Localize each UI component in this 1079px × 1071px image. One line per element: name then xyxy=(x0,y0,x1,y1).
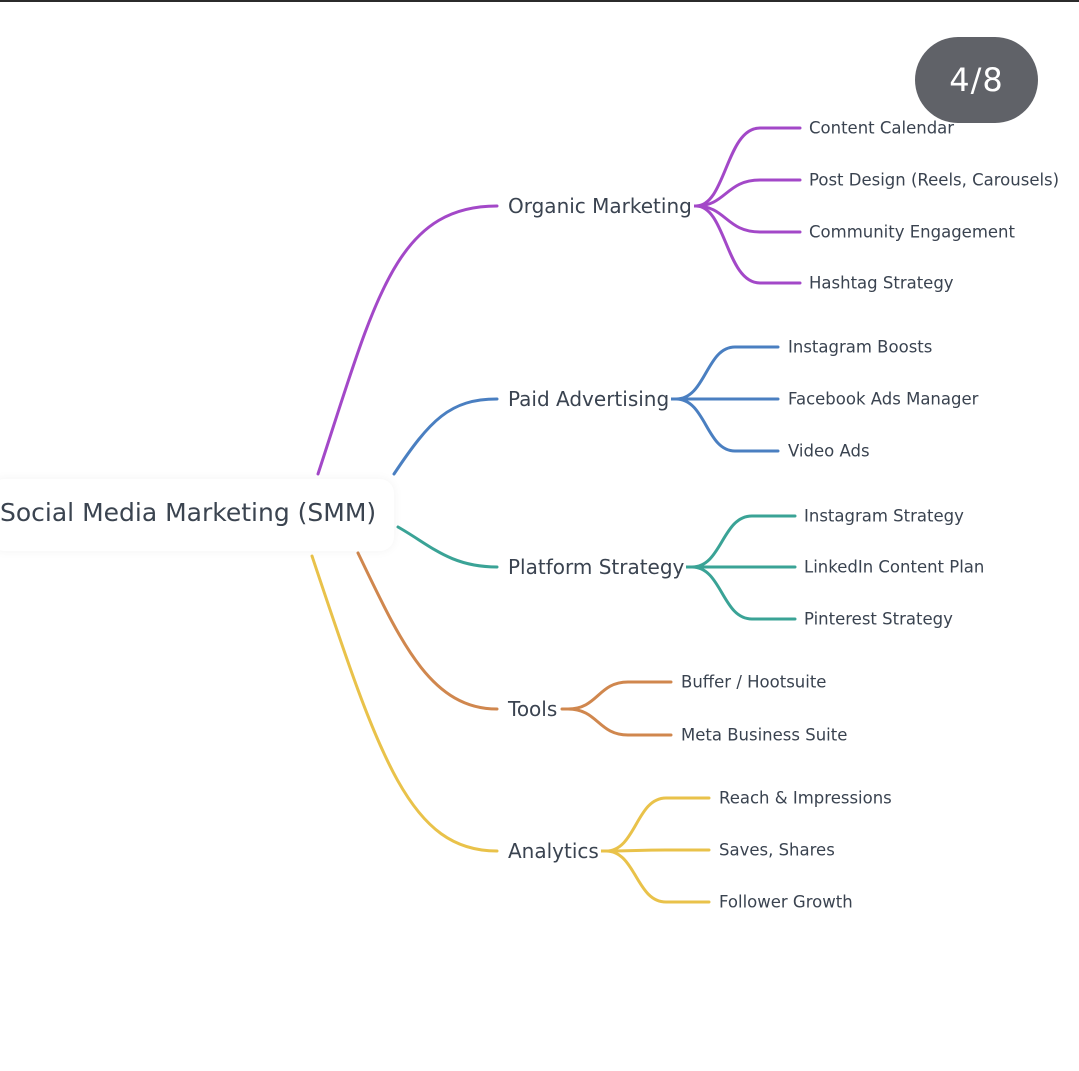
connector-tools-leaf-2 xyxy=(566,707,673,737)
connector-root-to-organic-marketing xyxy=(316,204,499,476)
connector-analytics-leaf-1 xyxy=(604,796,711,853)
branch-platform-strategy[interactable]: Platform Strategy xyxy=(506,555,687,579)
page-indicator-badge: 4/8 xyxy=(915,37,1038,123)
root-node-label: Social Media Marketing (SMM) xyxy=(0,498,377,527)
leaf-meta-business-suite[interactable]: Meta Business Suite xyxy=(681,725,848,745)
leaf-content-calendar[interactable]: Content Calendar xyxy=(809,118,955,138)
root-node[interactable] xyxy=(0,479,394,551)
leaf-buffer-hootsuite[interactable]: Buffer / Hootsuite xyxy=(681,672,827,692)
connector-paid-advertising-leaf-1 xyxy=(674,345,780,401)
connector-organic-marketing-leaf-1 xyxy=(694,126,802,208)
top-border xyxy=(0,0,1079,2)
leaf-facebook-ads-manager[interactable]: Facebook Ads Manager xyxy=(788,389,979,409)
leaf-video-ads[interactable]: Video Ads xyxy=(788,441,870,461)
connector-organic-marketing-leaf-4 xyxy=(694,204,802,285)
branch-analytics[interactable]: Analytics xyxy=(506,839,601,863)
branch-tools[interactable]: Tools xyxy=(506,697,560,721)
connector-root-to-tools xyxy=(356,551,499,711)
leaf-linkedin-content-plan[interactable]: LinkedIn Content Plan xyxy=(804,557,985,577)
leaf-saves-shares[interactable]: Saves, Shares xyxy=(719,840,835,860)
connector-analytics-leaf-2 xyxy=(604,848,711,853)
connector-root-to-analytics xyxy=(310,554,499,853)
connector-root-to-platform-strategy xyxy=(396,525,499,569)
leaf-reach-impressions[interactable]: Reach & Impressions xyxy=(719,788,892,808)
leaf-community-engagement[interactable]: Community Engagement xyxy=(809,222,1015,242)
connector-tools-leaf-1 xyxy=(566,680,673,711)
connector-root-to-paid-advertising xyxy=(392,397,499,476)
leaf-instagram-strategy[interactable]: Instagram Strategy xyxy=(804,506,964,526)
connector-platform-strategy-leaf-3 xyxy=(690,565,797,621)
branch-organic-marketing[interactable]: Organic Marketing xyxy=(506,194,694,218)
branch-paid-advertising[interactable]: Paid Advertising xyxy=(506,387,672,411)
connector-paid-advertising-leaf-3 xyxy=(674,397,780,453)
leaf-pinterest-strategy[interactable]: Pinterest Strategy xyxy=(804,609,953,629)
leaf-follower-growth[interactable]: Follower Growth xyxy=(719,892,853,912)
connector-platform-strategy-leaf-1 xyxy=(690,514,797,569)
connector-organic-marketing-leaf-2 xyxy=(694,178,802,208)
connector-analytics-leaf-3 xyxy=(604,849,711,904)
leaf-post-design[interactable]: Post Design (Reels, Carousels) xyxy=(809,170,1060,190)
leaf-instagram-boosts[interactable]: Instagram Boosts xyxy=(788,337,933,357)
connector-organic-marketing-leaf-3 xyxy=(694,204,802,234)
leaf-hashtag-strategy[interactable]: Hashtag Strategy xyxy=(809,273,954,293)
